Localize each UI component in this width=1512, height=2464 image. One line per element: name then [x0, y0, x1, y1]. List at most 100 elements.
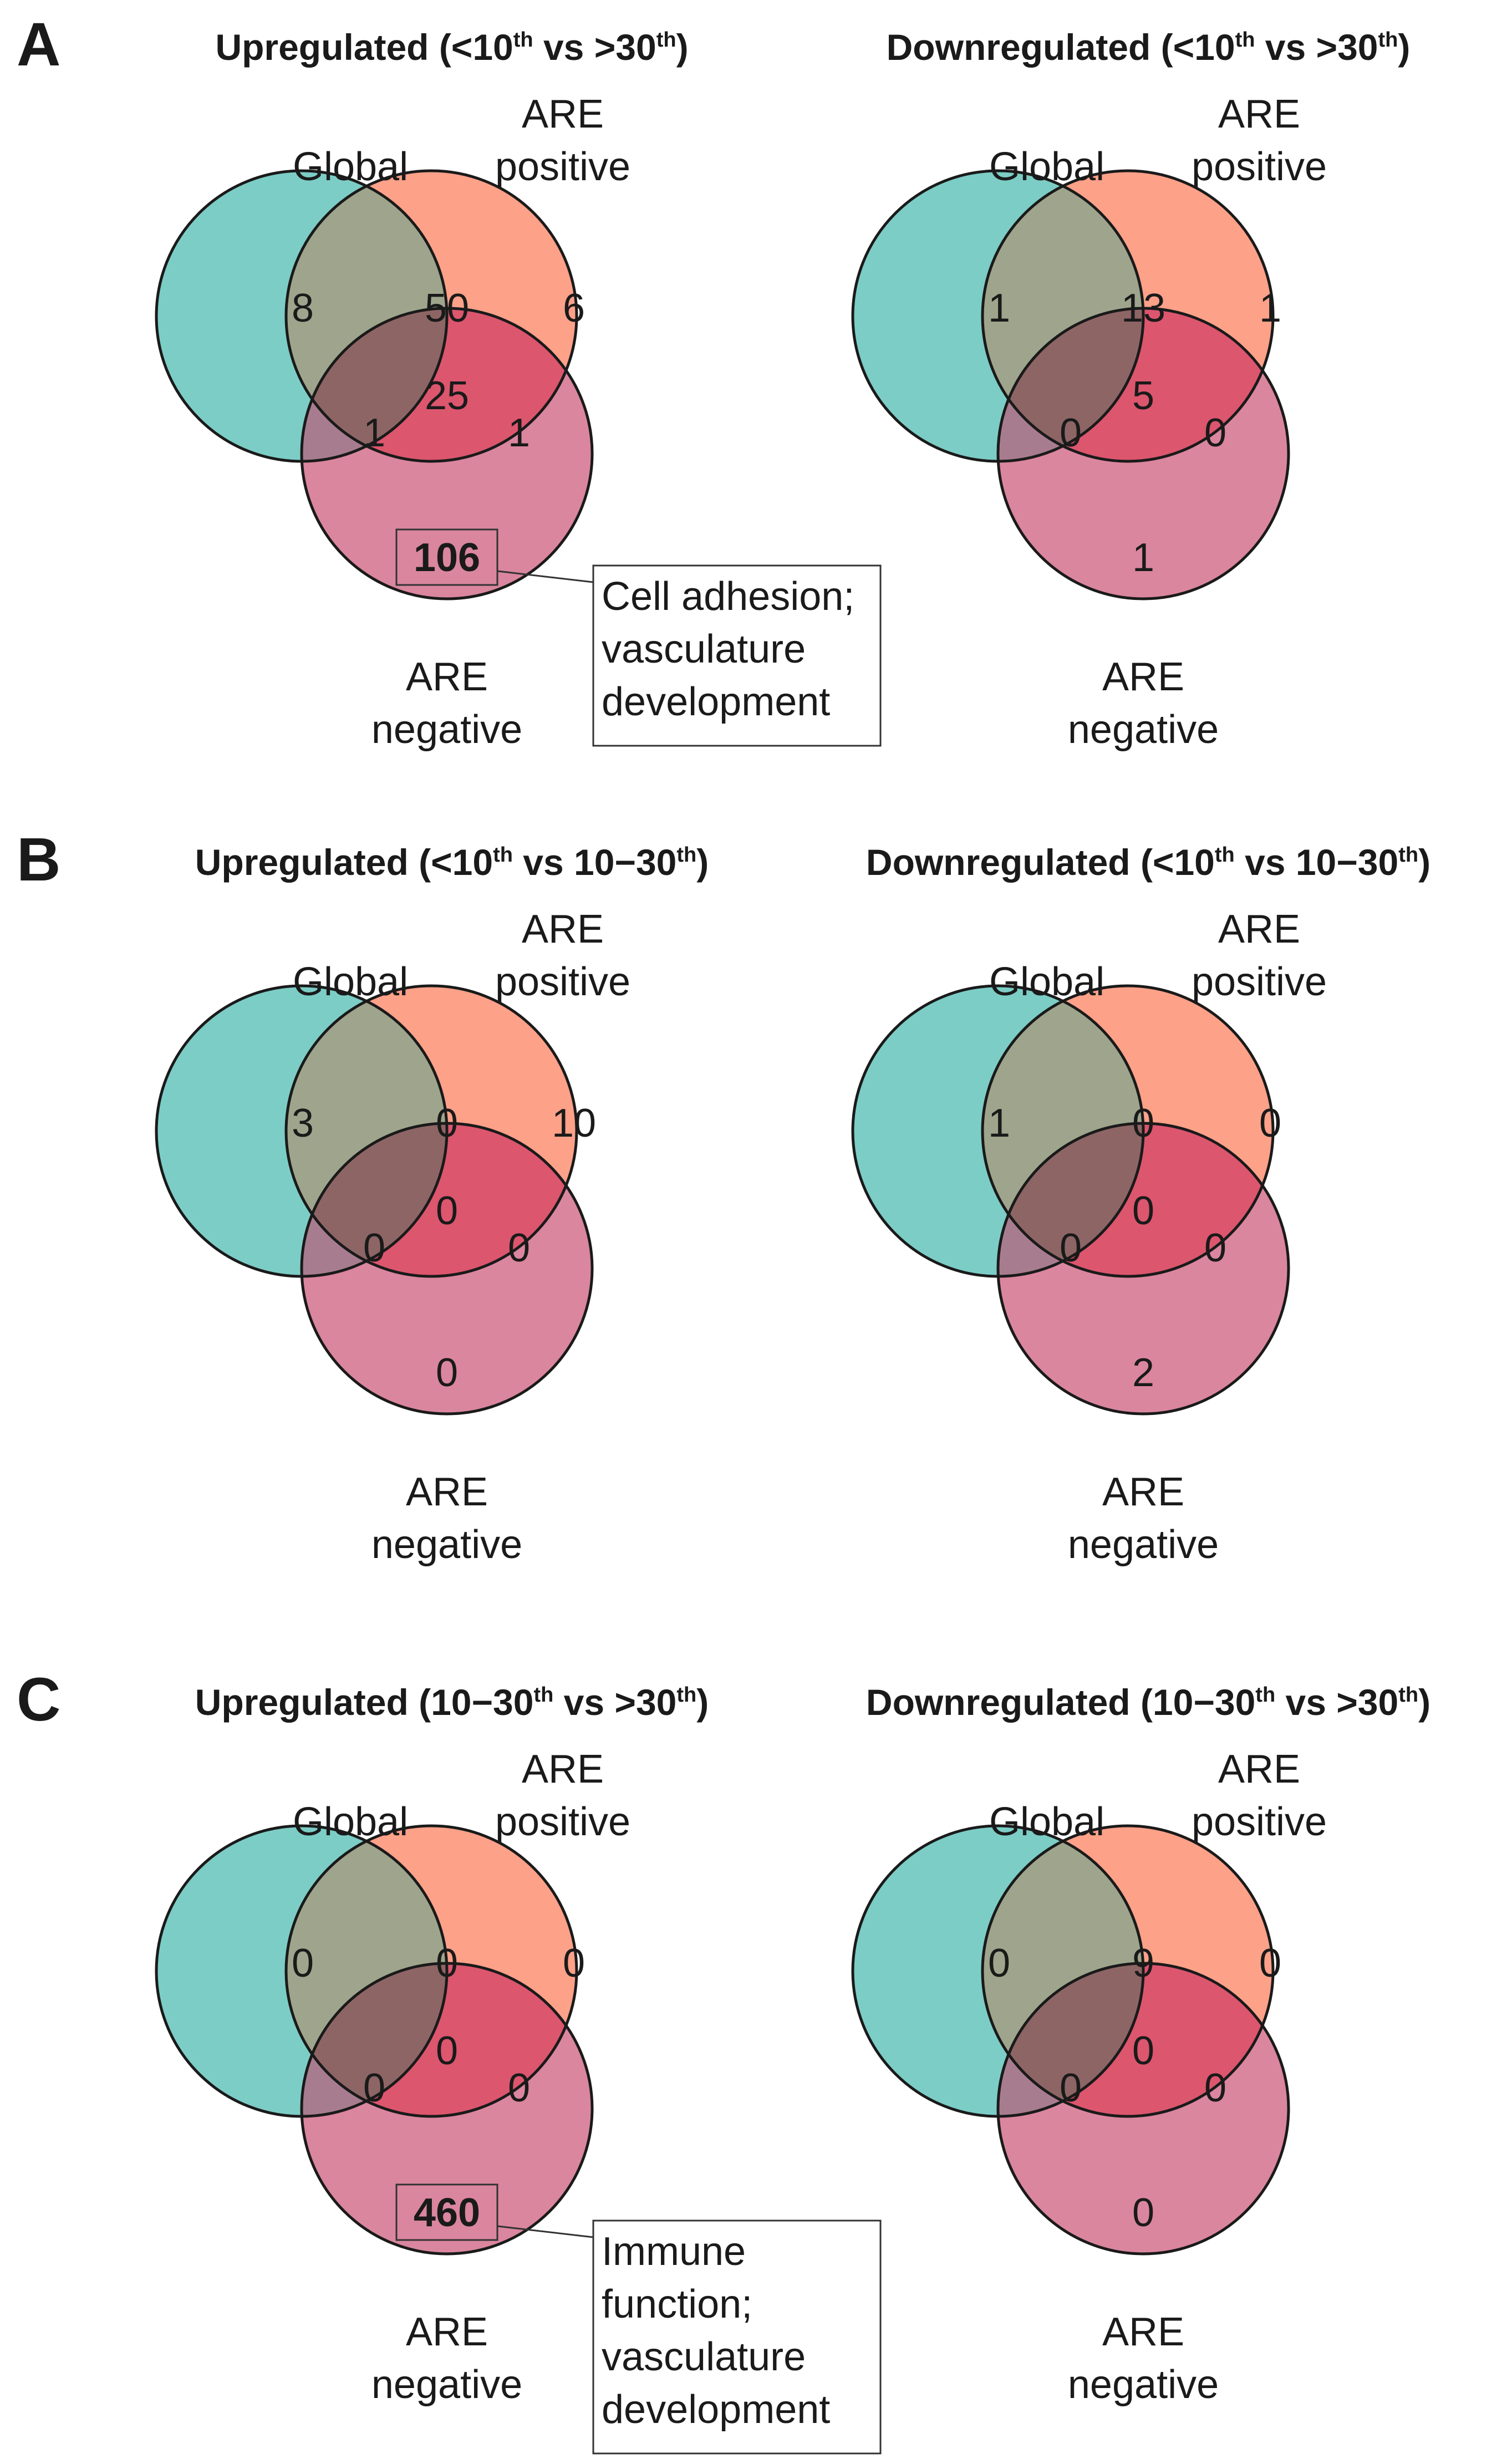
upregulated-venn: Upregulated (10−30th vs >30th) Global ARE p…	[155, 1682, 882, 2455]
triple-overlap	[302, 308, 447, 461]
count-global-only: 0	[292, 1941, 314, 1986]
triple-overlap	[302, 1963, 447, 2116]
are-negative-circle-outline	[996, 1962, 1290, 2256]
are-negative-circle-outline	[300, 1122, 594, 1416]
are-positive-label-line2: positive	[495, 1800, 630, 1844]
count-positive-negative: 0	[1204, 411, 1226, 455]
are-positive-label-line1: ARE	[522, 92, 604, 136]
count-global-negative: 0	[363, 2066, 385, 2110]
are-positive-circle-outline	[284, 1824, 578, 2118]
count-global-negative: 0	[1060, 2066, 1082, 2110]
count-global-negative: 0	[1060, 411, 1082, 455]
global-label: Global	[989, 960, 1104, 1004]
count-positive-only: 1	[1259, 286, 1281, 330]
are-negative-label-line2: negative	[1068, 1523, 1219, 1567]
are-positive-circle-outline	[981, 169, 1275, 463]
are-negative-circle-outline	[996, 307, 1290, 600]
venn-title: Upregulated (<10th vs 10−30th)	[195, 842, 709, 883]
are-positive-circle-outline	[981, 1824, 1275, 2118]
venn-title: Downregulated (<10th vs >30th)	[887, 27, 1411, 68]
count-global-only: 3	[292, 1101, 314, 1146]
venn-title: Downregulated (10−30th vs >30th)	[866, 1682, 1430, 1723]
are-negative-label-line2: negative	[371, 1523, 522, 1567]
panel-c: C Upregulated (10−30th vs >30th) Global ARE…	[17, 1666, 1430, 2455]
count-positive-negative: 1	[508, 411, 530, 455]
venn-title: Upregulated (<10th vs >30th)	[215, 27, 688, 68]
are-negative-label-line1: ARE	[406, 1470, 488, 1514]
are-positive-label-line1: ARE	[1218, 907, 1300, 951]
count-negative-only: 106	[414, 536, 480, 580]
annotation-box	[592, 2219, 882, 2455]
count-global-only: 0	[988, 1941, 1010, 1986]
count-negative-only: 0	[1132, 2191, 1154, 2235]
triple-overlap	[998, 1123, 1143, 1276]
count-global-positive: 0	[436, 1941, 458, 1986]
venn-title: Upregulated (10−30th vs >30th)	[195, 1682, 709, 1723]
are-negative-label-line1: ARE	[1102, 2310, 1184, 2354]
count-negative-only: 0	[436, 1351, 458, 1395]
global-label: Global	[989, 145, 1104, 189]
count-all-three: 0	[1132, 1189, 1154, 1233]
highlight-box	[395, 528, 498, 586]
count-positive-only: 0	[563, 1941, 585, 1986]
triple-overlap	[998, 308, 1143, 461]
panel-letter: B	[17, 826, 60, 894]
panel-b: B Upregulated (<10th vs 10−30th) Global ARE…	[17, 826, 1430, 1567]
venn-title: Downregulated (<10th vs 10−30th)	[866, 842, 1430, 883]
annotation-line: Cell adhesion;	[602, 574, 854, 619]
global-label: Global	[989, 1800, 1104, 1844]
count-global-positive: 0	[436, 1101, 458, 1146]
are-negative-label-line2: negative	[371, 707, 522, 752]
highlight-box	[395, 2183, 498, 2241]
count-global-negative: 0	[363, 1226, 385, 1270]
count-positive-negative: 0	[1204, 1226, 1226, 1270]
are-negative-label-line2: negative	[371, 2363, 522, 2407]
count-negative-only: 460	[414, 2191, 480, 2235]
are-positive-label-line1: ARE	[522, 907, 604, 951]
count-global-positive: 13	[1121, 286, 1165, 330]
count-global-positive: 50	[425, 286, 469, 330]
count-positive-only: 0	[1259, 1941, 1281, 1986]
count-positive-negative: 0	[508, 1226, 530, 1270]
count-global-only: 1	[988, 286, 1010, 330]
are-positive-label-line2: positive	[1192, 1800, 1327, 1844]
global-label: Global	[293, 1800, 408, 1844]
count-positive-only: 10	[552, 1101, 596, 1146]
count-all-three: 0	[436, 1189, 458, 1233]
are-positive-circle-outline	[284, 984, 578, 1278]
are-negative-label-line1: ARE	[406, 655, 488, 699]
are-negative-circle-outline	[996, 1122, 1290, 1416]
panel-letter: C	[17, 1666, 60, 1734]
count-global-negative: 0	[1060, 1226, 1082, 1270]
count-global-positive: 9	[1132, 1941, 1154, 1986]
annotation-line: function;	[602, 2282, 752, 2326]
are-negative-label-line1: ARE	[1102, 1470, 1184, 1514]
panel-letter: A	[17, 11, 60, 79]
are-positive-label-line2: positive	[495, 145, 630, 189]
count-positive-negative: 0	[508, 2066, 530, 2110]
are-negative-circle-outline	[300, 1962, 594, 2256]
annotation-line: vasculature	[602, 627, 806, 671]
triple-overlap	[302, 1123, 447, 1276]
count-all-three: 0	[436, 2029, 458, 2073]
count-positive-negative: 0	[1204, 2066, 1226, 2110]
annotation-line: Immune	[602, 2229, 746, 2274]
count-global-positive: 0	[1132, 1101, 1154, 1146]
are-negative-label-line1: ARE	[406, 2310, 488, 2354]
annotation-line: vasculature	[602, 2335, 806, 2379]
upregulated-venn: Upregulated (<10th vs 10−30th) Global ARE p…	[155, 842, 709, 1567]
are-positive-circle-outline	[284, 169, 578, 463]
count-global-negative: 1	[363, 411, 385, 455]
are-negative-label-line2: negative	[1068, 2363, 1219, 2407]
triple-overlap	[998, 1963, 1143, 2116]
count-all-three: 5	[1132, 374, 1154, 418]
downregulated-venn: Downregulated (10−30th vs >30th) Global AR…	[851, 1682, 1430, 2407]
annotation-box	[592, 564, 882, 747]
are-positive-label-line2: positive	[1192, 960, 1327, 1004]
annotation-line: development	[602, 680, 830, 724]
annotation-line: development	[602, 2387, 830, 2432]
are-negative-label-line1: ARE	[1102, 655, 1184, 699]
downregulated-venn: Downregulated (<10th vs >30th) Global ARE p…	[851, 27, 1411, 752]
count-all-three: 0	[1132, 2029, 1154, 2073]
